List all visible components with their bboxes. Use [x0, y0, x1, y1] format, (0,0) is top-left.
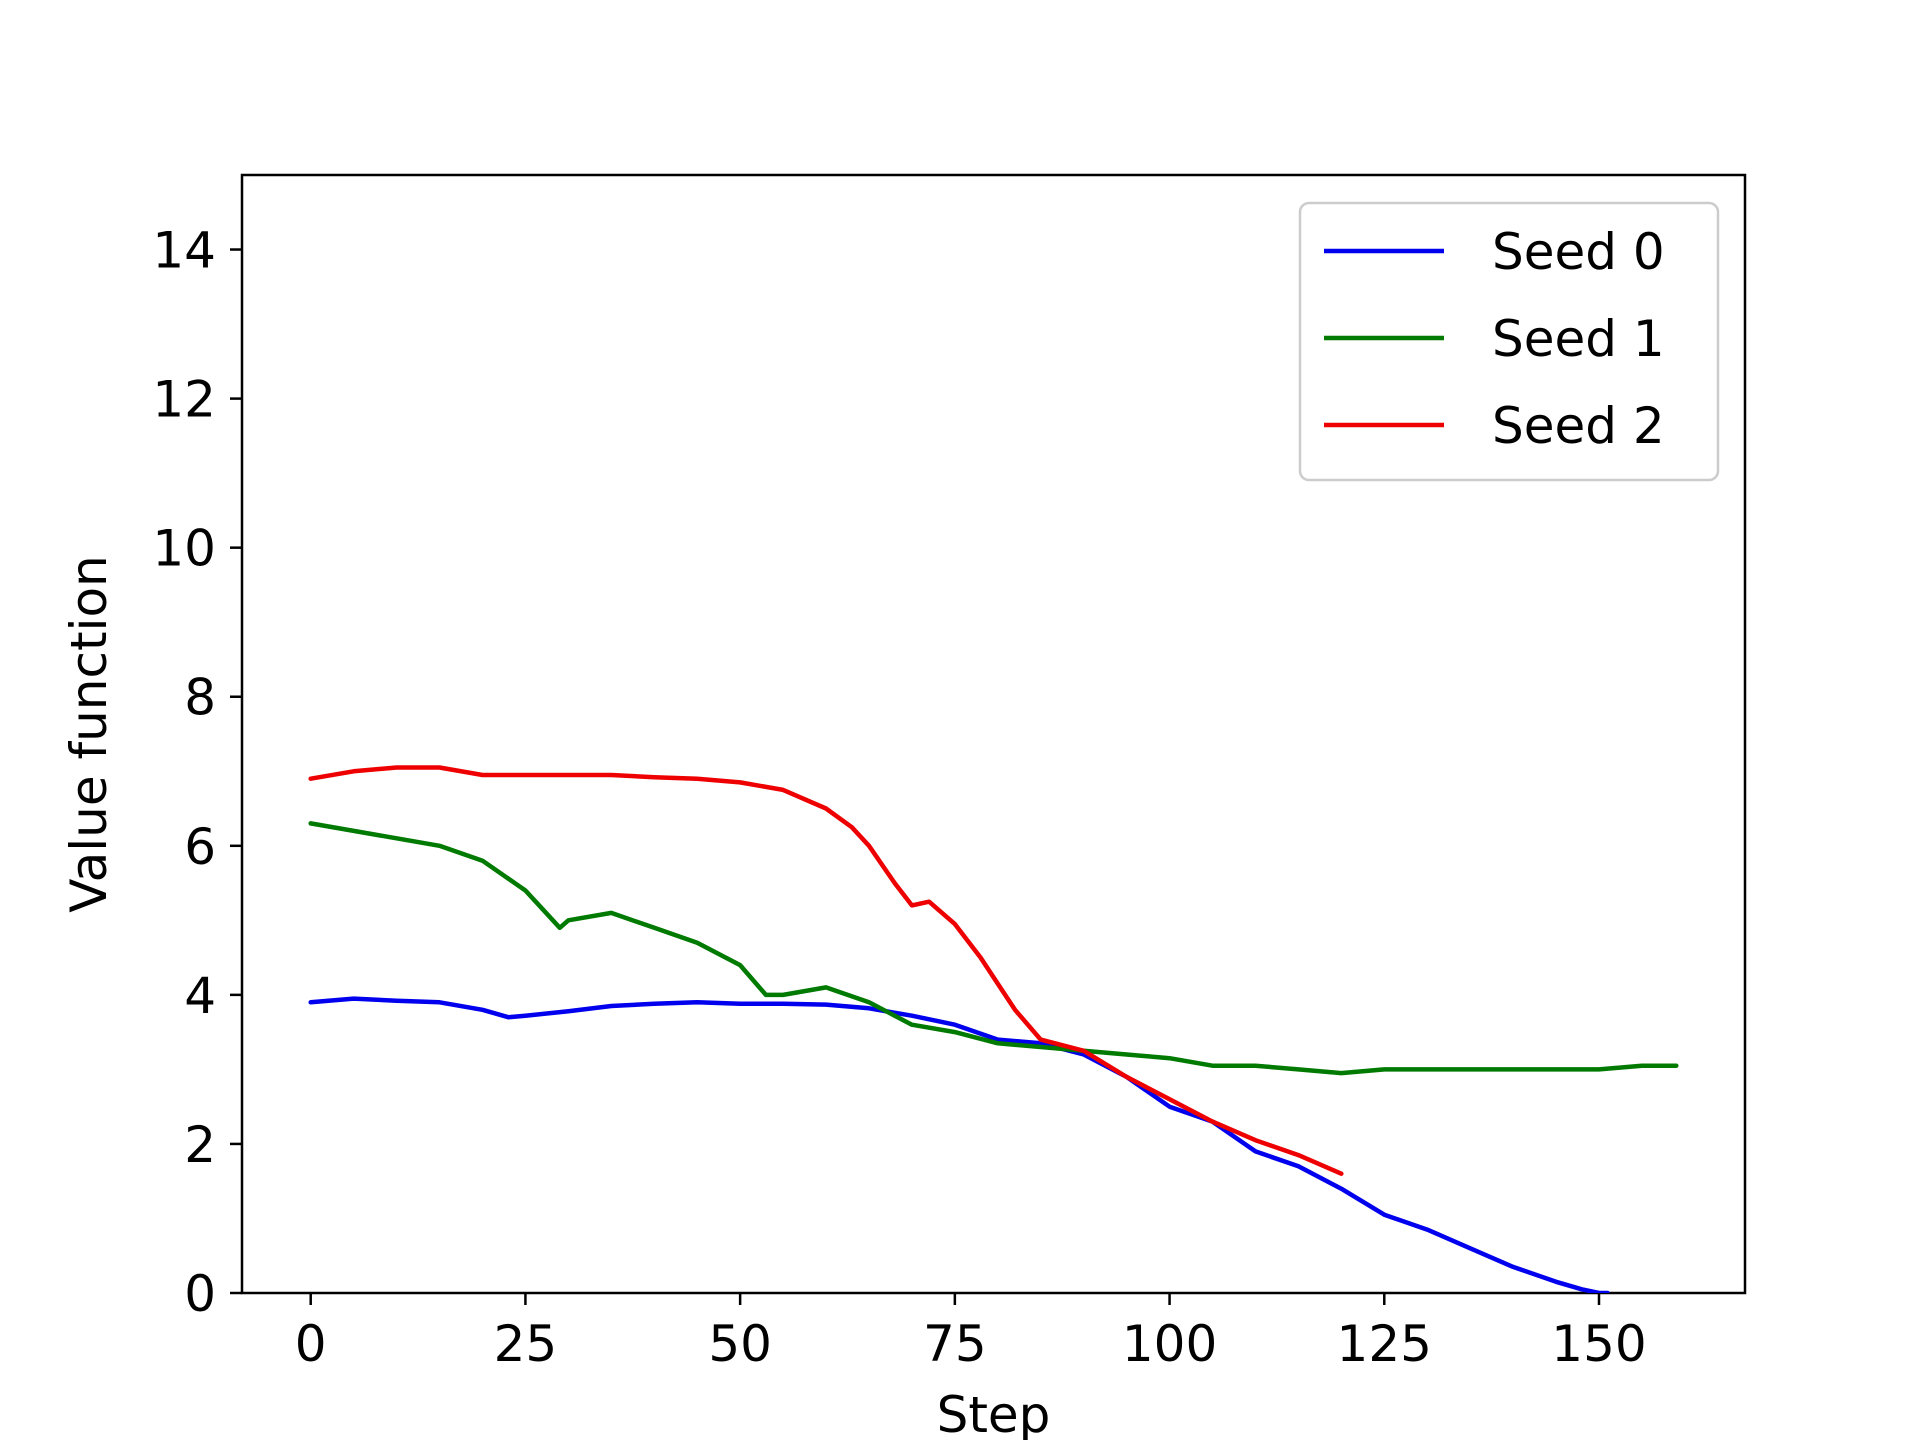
x-tick-label: 0	[295, 1315, 327, 1373]
legend-box	[1298, 201, 1720, 482]
y-tick-label: 12	[152, 371, 216, 429]
legend-label: Seed 2	[1492, 397, 1665, 455]
x-tick-label: 150	[1551, 1315, 1646, 1373]
y-axis: 0 2 4 6 8 10 12 14	[152, 222, 242, 1323]
y-axis-label: Value function	[60, 555, 118, 912]
y-tick-label: 2	[184, 1116, 216, 1174]
series-line-seed-0	[308, 996, 1610, 1293]
legend-label: Seed 1	[1492, 310, 1665, 368]
x-tick-label: 100	[1122, 1315, 1217, 1373]
series-line-seed-1	[308, 821, 1679, 1076]
y-tick-label: 8	[184, 669, 216, 727]
y-tick-label: 0	[184, 1265, 216, 1323]
series-line-seed-2	[308, 765, 1344, 1176]
y-tick-label: 6	[184, 818, 216, 876]
series-layer	[308, 765, 1679, 1293]
x-axis: 0 25 50 75 100 125 150	[295, 1293, 1647, 1373]
y-tick-label: 14	[152, 222, 216, 280]
x-tick-label: 125	[1337, 1315, 1432, 1373]
x-tick-label: 50	[708, 1315, 772, 1373]
x-tick-label: 75	[923, 1315, 987, 1373]
plot-frame	[240, 173, 1747, 1295]
y-tick-label: 10	[152, 520, 216, 578]
y-tick-label: 4	[184, 967, 216, 1025]
x-axis-label: Step	[937, 1386, 1051, 1440]
x-tick-label: 25	[494, 1315, 558, 1373]
legend-label: Seed 0	[1492, 223, 1665, 281]
plot-area	[240, 173, 1747, 1295]
legend: Seed 0 Seed 1 Seed 2	[1298, 201, 1720, 482]
